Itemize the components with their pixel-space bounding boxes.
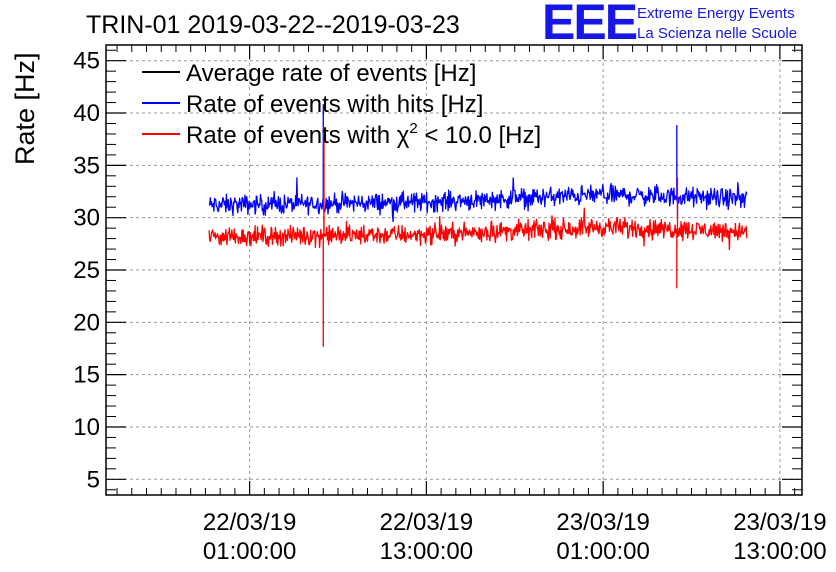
x-tick-label-date: 23/03/19 (733, 509, 826, 536)
y-tick-label: 35 (73, 152, 100, 179)
y-tick-label: 30 (73, 205, 100, 232)
legend-chi2-rest: < 10.0 [Hz] (418, 122, 541, 149)
legend-chi2-main: Rate of events with (186, 122, 397, 149)
eee-logo: EEE Extreme Energy Events La Scienza nel… (542, 0, 797, 50)
legend: Average rate of events [Hz] Rate of even… (142, 60, 541, 149)
y-tick-label: 45 (73, 48, 100, 75)
y-tick-label: 40 (73, 100, 100, 127)
x-tick-label-time: 01:00:00 (203, 538, 296, 565)
y-tick-label: 5 (87, 466, 100, 493)
legend-label-hits: Rate of events with hits [Hz] (186, 91, 483, 118)
legend-label-chi2: Rate of events with χ2 < 10.0 [Hz] (186, 120, 541, 149)
legend-chi2-superscript: 2 (409, 120, 417, 137)
y-tick-label: 20 (73, 309, 100, 336)
y-axis: 5 10 15 20 25 30 35 40 45 (73, 48, 802, 493)
y-axis-label: Rate [Hz] (10, 52, 40, 165)
x-tick-label-date: 23/03/19 (556, 509, 649, 536)
y-tick-label: 25 (73, 257, 100, 284)
grid-lines (106, 45, 802, 495)
x-tick-label-time: 01:00:00 (556, 538, 649, 565)
x-tick-label-time: 13:00:00 (380, 538, 473, 565)
logo-line-1: Extreme Energy Events (637, 5, 795, 22)
y-tick-label: 15 (73, 362, 100, 389)
x-tick-label-date: 22/03/19 (380, 509, 473, 536)
logo-mark: EEE (542, 0, 637, 50)
x-tick-label-date: 22/03/19 (203, 509, 296, 536)
legend-label-average: Average rate of events [Hz] (186, 60, 476, 87)
x-tick-label-time: 13:00:00 (733, 538, 826, 565)
series-group (208, 104, 748, 348)
series-line-1 (208, 104, 748, 223)
y-tick-label: 10 (73, 414, 100, 441)
x-axis: 22/03/1901:00:0022/03/1913:00:0023/03/19… (116, 45, 827, 565)
legend-chi2-symbol: χ (397, 122, 410, 149)
chart-title: TRIN-01 2019-03-22--2019-03-23 (86, 11, 460, 39)
logo-line-2: La Scienza nelle Scuole (637, 25, 797, 42)
series-line-2 (208, 127, 748, 348)
